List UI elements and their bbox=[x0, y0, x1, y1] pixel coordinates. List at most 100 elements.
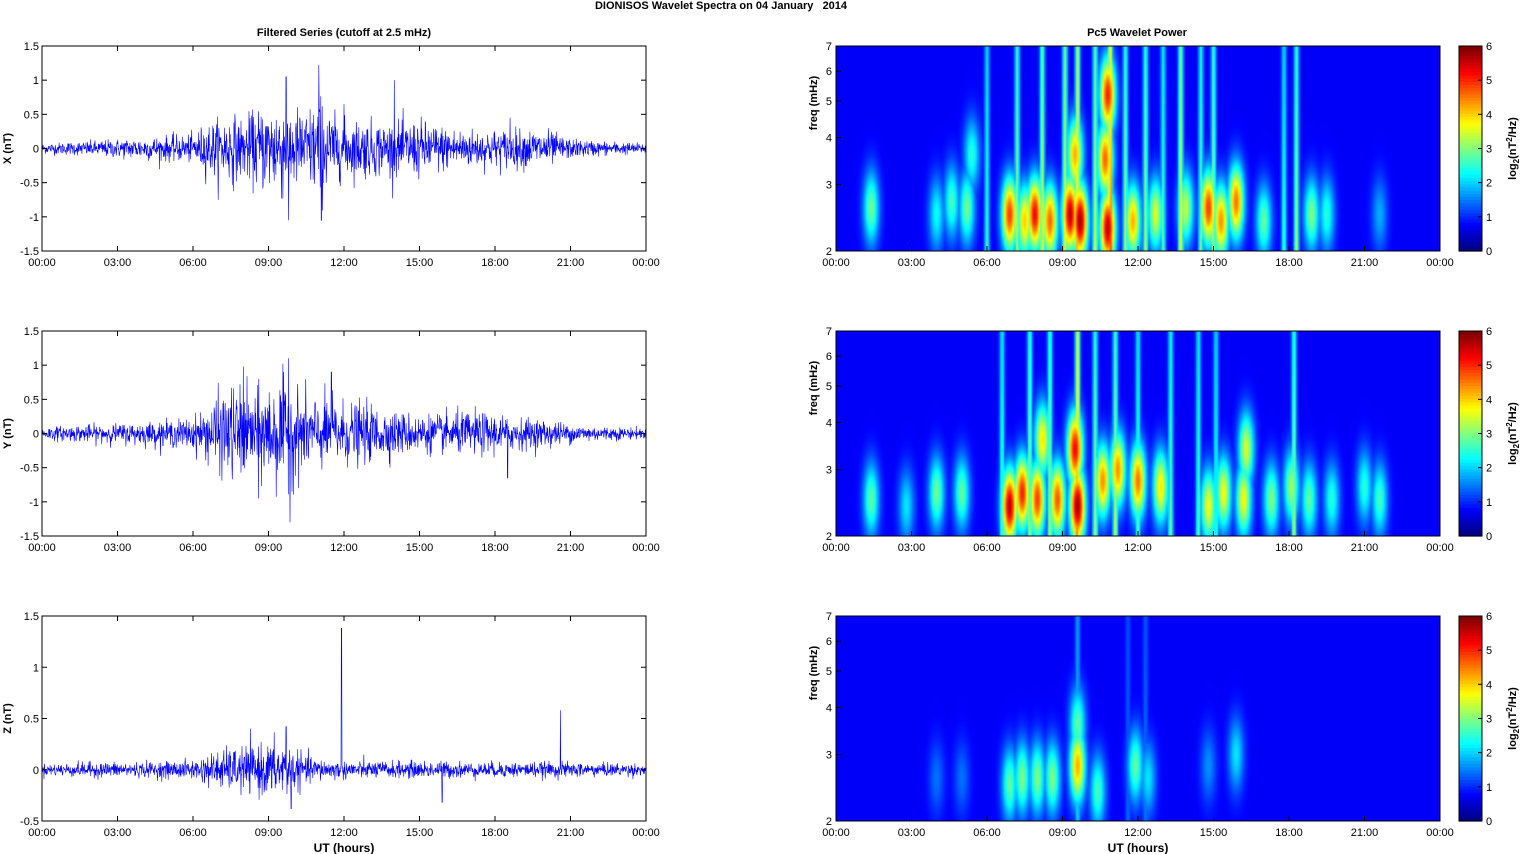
y-tick-label: 1 bbox=[33, 75, 39, 87]
x-tick-label: 12:00 bbox=[330, 257, 358, 269]
colorbar-swatch bbox=[1459, 705, 1482, 710]
colorbar-swatch bbox=[1459, 680, 1482, 684]
figure-title: DIONISOS Wavelet Spectra on 04 January 2… bbox=[595, 0, 848, 12]
x-tick-label: 03:00 bbox=[104, 257, 132, 269]
y-tick-label: 0.5 bbox=[24, 394, 39, 406]
x-tick-label: 00:00 bbox=[1426, 827, 1454, 839]
y-tick-label: -0.5 bbox=[20, 178, 39, 190]
colorbar-swatch bbox=[1459, 401, 1482, 406]
colorbar-swatch bbox=[1459, 731, 1482, 736]
y-tick-label: 1 bbox=[33, 360, 39, 372]
colorbar-swatch bbox=[1459, 750, 1482, 755]
x-tick-label: 09:00 bbox=[255, 542, 283, 554]
y-tick-label: 7 bbox=[826, 326, 832, 338]
x-tick-label: 00:00 bbox=[1426, 257, 1454, 269]
y-tick-label: 6 bbox=[826, 636, 832, 648]
colorbar-swatch bbox=[1459, 199, 1482, 204]
x-tick-label: 06:00 bbox=[179, 257, 207, 269]
y-tick-label: 1.5 bbox=[24, 611, 39, 623]
x-tick-label: 06:00 bbox=[973, 827, 1001, 839]
y-axis-label: X (nT) bbox=[2, 133, 14, 164]
colorbar-swatch bbox=[1459, 516, 1482, 521]
colorbar-swatch bbox=[1459, 340, 1482, 345]
x-tick-label: 21:00 bbox=[1351, 827, 1379, 839]
y-tick-label: -1.5 bbox=[20, 246, 39, 258]
colorbar-label-part: 2 bbox=[1505, 137, 1514, 142]
colorbar-swatch bbox=[1459, 353, 1482, 358]
colorbar-tick-label: 2 bbox=[1486, 178, 1492, 190]
colorbar-tick-label: 3 bbox=[1486, 144, 1492, 156]
spectrogram-panel-y: 2 3 4 5 6 7 00:00 03:00 06:00 09:00 12:00 15:00 18:0… bbox=[808, 326, 1521, 554]
colorbar-swatch bbox=[1459, 763, 1482, 768]
colorbar-swatch bbox=[1459, 760, 1482, 764]
y-tick-label: -1 bbox=[29, 497, 39, 509]
colorbar-swatch bbox=[1459, 811, 1482, 816]
x-tick-label: 00:00 bbox=[28, 542, 56, 554]
colorbar-swatch bbox=[1459, 388, 1482, 393]
colorbar-swatch bbox=[1459, 487, 1482, 492]
colorbar-swatch bbox=[1459, 715, 1482, 720]
colorbar-tick-label: 6 bbox=[1486, 611, 1492, 623]
colorbar-swatch bbox=[1459, 744, 1482, 748]
series-panel-y: -1.5 -1 -0.5 0 0.5 1 1.5 00:00 03:00 06:00 09:00 12… bbox=[2, 326, 660, 554]
colorbar-swatch bbox=[1459, 779, 1482, 784]
colorbar-swatch bbox=[1459, 776, 1482, 780]
colorbar-swatch bbox=[1459, 641, 1482, 646]
colorbar-label-part: /Hz) bbox=[1507, 117, 1519, 138]
y-tick-label: 0.5 bbox=[24, 714, 39, 726]
x-tick-label: 18:00 bbox=[1275, 257, 1303, 269]
x-tick-label: 12:00 bbox=[1124, 257, 1152, 269]
colorbar-swatch bbox=[1459, 241, 1482, 246]
colorbar-swatch bbox=[1459, 497, 1482, 502]
colorbar-swatch bbox=[1459, 772, 1482, 777]
colorbar-swatch bbox=[1459, 218, 1482, 223]
right-column-title: Pc5 Wavelet Power bbox=[1087, 27, 1188, 39]
x-tick-label: 06:00 bbox=[179, 827, 207, 839]
x-tick-label: 21:00 bbox=[1351, 542, 1379, 554]
colorbar-swatch bbox=[1459, 529, 1482, 534]
y-tick-label: 4 bbox=[826, 418, 832, 430]
colorbar-swatch bbox=[1459, 113, 1482, 118]
colorbar-swatch bbox=[1459, 696, 1482, 700]
x-tick-label: 18:00 bbox=[481, 827, 509, 839]
y-axis-label: Y (nT) bbox=[2, 418, 14, 449]
x-tick-label: 09:00 bbox=[255, 257, 283, 269]
colorbar-swatch bbox=[1459, 724, 1482, 729]
colorbar-swatch bbox=[1459, 100, 1482, 105]
colorbar-swatch bbox=[1459, 753, 1482, 758]
colorbar-swatch bbox=[1459, 628, 1482, 633]
colorbar-swatch bbox=[1459, 71, 1482, 76]
colorbar-swatch bbox=[1459, 148, 1482, 153]
colorbar-tick-label: 3 bbox=[1486, 429, 1492, 441]
colorbar-swatch bbox=[1459, 331, 1482, 335]
x-tick-label: 09:00 bbox=[1049, 542, 1077, 554]
colorbar-swatch bbox=[1459, 132, 1482, 137]
y-tick-label: 3 bbox=[826, 465, 832, 477]
colorbar-swatch bbox=[1459, 507, 1482, 511]
left-column-title: Filtered Series (cutoff at 2.5 mHz) bbox=[257, 27, 432, 39]
colorbar-swatch bbox=[1459, 356, 1482, 361]
series-line bbox=[41, 628, 647, 809]
series-line bbox=[41, 358, 647, 523]
colorbar-swatch bbox=[1459, 94, 1482, 98]
colorbar-swatch bbox=[1459, 202, 1482, 207]
y-tick-label: 3 bbox=[826, 180, 832, 192]
colorbar-swatch bbox=[1459, 385, 1482, 390]
x-tick-label: 15:00 bbox=[1200, 827, 1228, 839]
colorbar-swatch bbox=[1459, 728, 1482, 732]
colorbar-label: log2(nT2/Hz) bbox=[1505, 117, 1521, 180]
x-tick-label: 21:00 bbox=[557, 257, 585, 269]
colorbar-swatch bbox=[1459, 814, 1482, 819]
y-tick-label: 7 bbox=[826, 41, 832, 53]
colorbar-swatch bbox=[1459, 228, 1482, 233]
x-tick-label: 21:00 bbox=[557, 542, 585, 554]
colorbar-swatch bbox=[1459, 670, 1482, 675]
y-tick-label: 0 bbox=[33, 144, 39, 156]
x-tick-label: 15:00 bbox=[1200, 542, 1228, 554]
y-tick-label: 4 bbox=[826, 133, 832, 145]
colorbar-swatch bbox=[1459, 439, 1482, 444]
colorbar-swatch bbox=[1459, 62, 1482, 66]
colorbar-swatch bbox=[1459, 625, 1482, 630]
colorbar-swatch bbox=[1459, 206, 1482, 210]
colorbar-swatch bbox=[1459, 68, 1482, 73]
